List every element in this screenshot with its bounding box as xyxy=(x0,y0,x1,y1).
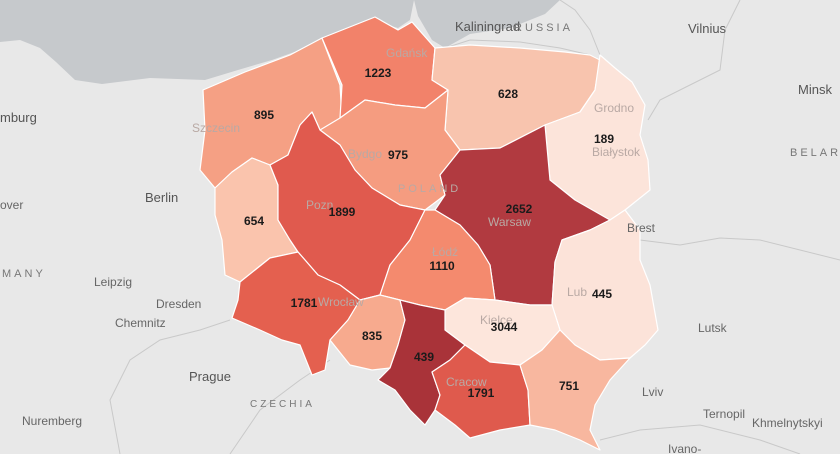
city-label-dresden: Dresden xyxy=(156,297,201,311)
city-label-hanover: over xyxy=(0,198,23,212)
country-label-poland: POLAND xyxy=(398,183,461,195)
region-value-podlaskie: 189 xyxy=(594,132,614,146)
city-label-brest: Brest xyxy=(627,221,656,235)
region-value-swietokrzyskie: 3044 xyxy=(491,320,518,334)
city-label-szczecin: Szczecin xyxy=(192,121,240,135)
region-value-podkarpackie: 751 xyxy=(559,379,579,393)
city-label-gdansk: Gdańsk xyxy=(386,46,428,60)
city-label-prague: Prague xyxy=(189,369,231,384)
city-label-ivano: Ivano- xyxy=(668,442,701,454)
city-label-ternopil: Ternopil xyxy=(703,407,745,421)
border-line xyxy=(599,424,801,454)
city-label-wroclaw: Wrocław xyxy=(318,295,364,309)
border-line xyxy=(639,237,840,261)
region-value-warminsko-mazurskie: 628 xyxy=(498,87,518,101)
city-label-chemnitz: Chemnitz xyxy=(115,316,166,330)
region-value-opolskie: 835 xyxy=(362,329,382,343)
region-value-kujawsko-pomorskie: 975 xyxy=(388,148,408,162)
city-label-hamburg: mburg xyxy=(0,110,37,125)
region-value-zachodniopomorskie: 895 xyxy=(254,108,274,122)
city-label-khmelnytskyi: Khmelnytskyi xyxy=(752,416,823,430)
region-value-lubelskie: 445 xyxy=(592,287,612,301)
country-label-czechia: CZECHIA xyxy=(250,399,315,410)
neighbour-labels: Kaliningrad RUSSIA Vilnius Minsk BELAR B… xyxy=(0,19,840,454)
city-label-minsk: Minsk xyxy=(798,82,832,97)
city-label-lodz: Łódź xyxy=(432,245,458,259)
region-value-mazowieckie: 2652 xyxy=(506,202,533,216)
border-line xyxy=(559,0,601,56)
baltic-sea xyxy=(0,0,414,84)
region-value-wielkopolskie: 1899 xyxy=(329,205,356,219)
region-value-malopolskie: 1791 xyxy=(468,386,495,400)
city-label-warsaw: Warsaw xyxy=(488,215,531,229)
baltic-sea-east xyxy=(414,0,560,48)
city-label-berlin: Berlin xyxy=(145,190,178,205)
city-label-bialystok: Białystok xyxy=(592,145,641,159)
country-label-germany: MANY xyxy=(2,268,46,280)
country-label-russia: RUSSIA xyxy=(514,22,573,34)
city-label-leipzig: Leipzig xyxy=(94,275,132,289)
city-label-vilnius: Vilnius xyxy=(688,21,727,36)
region-podkarpackie[interactable] xyxy=(519,329,631,451)
city-label-lviv: Lviv xyxy=(642,385,663,399)
region-value-lodzkie: 1110 xyxy=(429,259,455,273)
border-line xyxy=(109,319,231,454)
region-value-pomorskie: 1223 xyxy=(365,66,392,80)
country-label-belarus: BELAR xyxy=(790,147,840,159)
city-label-krakow: Cracow xyxy=(446,375,487,389)
city-label-kielce: Kielce xyxy=(480,313,513,327)
city-label-bydgoszcz: Bydgo xyxy=(348,147,382,161)
city-label-kaliningrad: Kaliningrad xyxy=(455,19,520,34)
poland-city-labels: Gdańsk Szczecin Bydgo POLAND Pozn Warsaw… xyxy=(192,46,641,389)
region-value-lubuskie: 654 xyxy=(244,214,264,228)
city-label-lutsk: Lutsk xyxy=(698,321,728,335)
city-label-poznan: Pozn xyxy=(306,198,333,212)
city-label-lublin: Lub xyxy=(567,285,587,299)
region-values: 1223 628 189 895 975 2652 654 1899 1110 … xyxy=(244,66,614,400)
region-value-slaskie: 439 xyxy=(414,350,434,364)
city-label-nuremberg: Nuremberg xyxy=(22,414,82,428)
city-label-grodno: Grodno xyxy=(594,101,634,115)
border-line xyxy=(647,0,741,121)
region-value-dolnoslaskie: 1781 xyxy=(291,296,318,310)
